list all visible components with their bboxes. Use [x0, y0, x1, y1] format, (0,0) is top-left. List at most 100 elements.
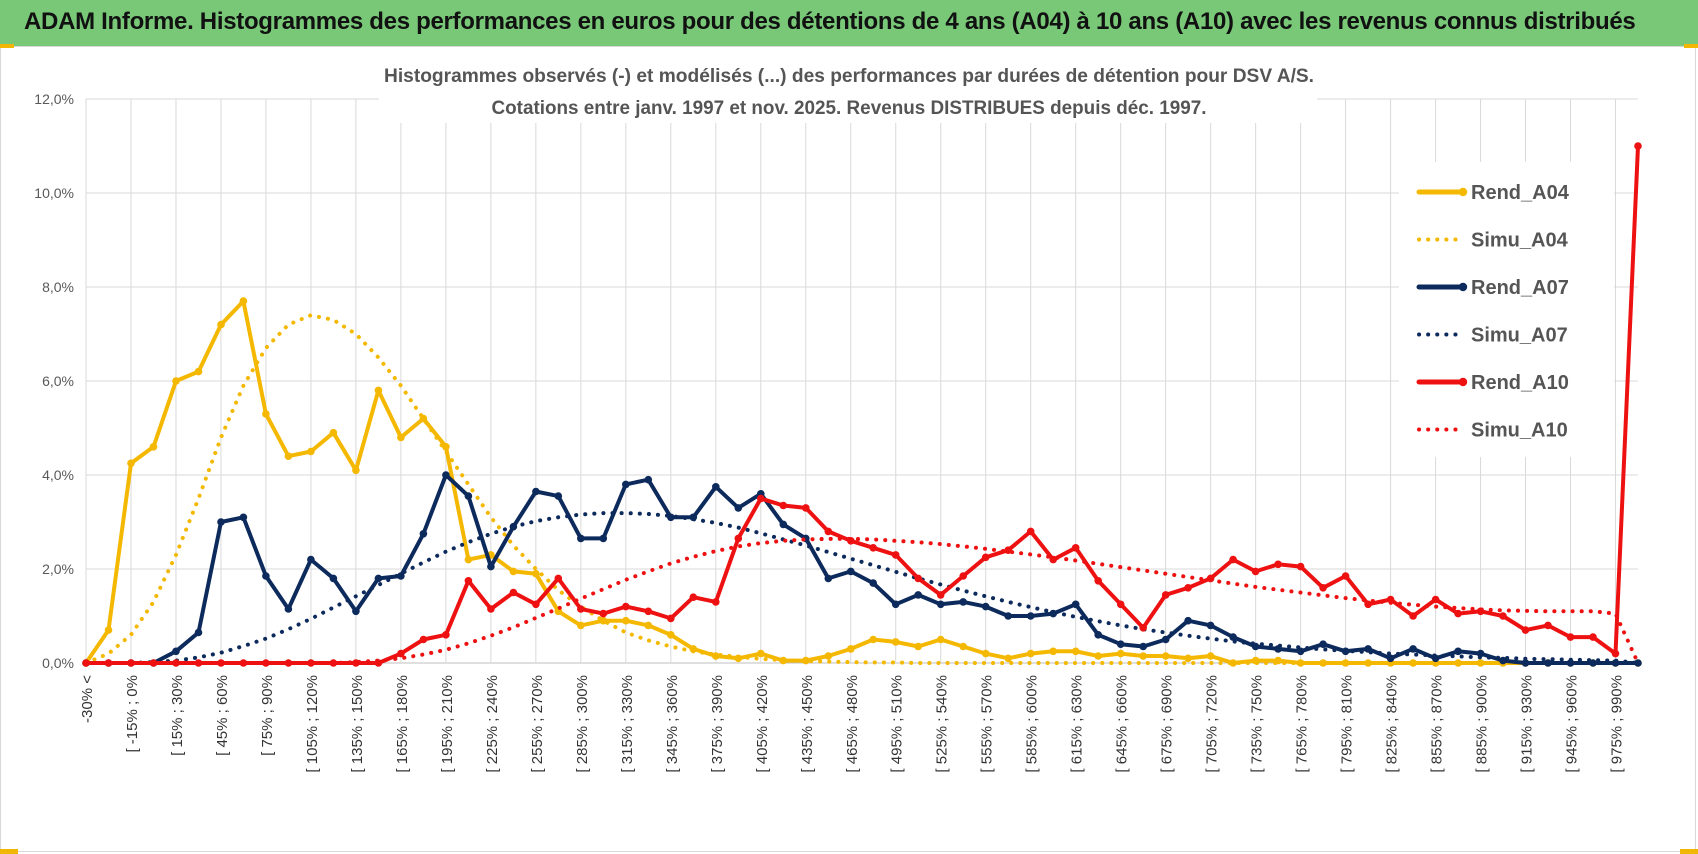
data-point [1386, 595, 1395, 604]
data-point [1229, 555, 1237, 564]
data-point [891, 638, 900, 646]
data-point [307, 447, 315, 456]
x-tick-label: -30% < [79, 675, 96, 723]
data-point [1476, 659, 1485, 667]
x-tick-label: [ 105% ; 120% [304, 675, 321, 773]
legend-label: Rend_A04 [1471, 182, 1570, 204]
data-point [397, 649, 405, 658]
banner-title: ADAM Informe. Histogrammes des performan… [24, 8, 1636, 35]
data-point [1566, 659, 1575, 667]
data-point [352, 607, 360, 616]
data-point [194, 628, 203, 637]
data-point [734, 534, 743, 543]
y-tick-label: 4,0% [42, 467, 74, 483]
corner-marker [1684, 44, 1698, 48]
chart-frame: 0,0% 2,0% 4,0% 6,0% 8,0% 10,0% 12,0% -30% < [ -1… [0, 46, 1696, 852]
data-point [802, 656, 810, 665]
x-tick-label: [ 915% ; 930% [1519, 675, 1536, 773]
data-point [869, 635, 877, 644]
x-tick-label: [ 345% ; 360% [664, 675, 681, 773]
data-point [936, 600, 945, 609]
x-tick-label: [ 855% ; 870% [1429, 675, 1446, 773]
x-tick-label: [ 615% ; 630% [1069, 675, 1086, 773]
data-point [622, 616, 630, 625]
data-point [667, 631, 675, 639]
data-point [1139, 642, 1147, 651]
data-point [824, 652, 833, 660]
data-point [1004, 654, 1012, 663]
chart-title-line2: Cotations entre janv. 1997 et nov. 2025.… [492, 98, 1207, 119]
data-point [1071, 647, 1080, 656]
x-tick-label: [ 255% ; 270% [529, 675, 546, 773]
data-point [1004, 612, 1012, 620]
data-point [554, 492, 563, 500]
data-point [734, 504, 743, 512]
data-point [891, 551, 900, 559]
data-point [847, 645, 855, 653]
grid [85, 98, 1638, 664]
series-Rend_A04 [82, 297, 1642, 667]
data-point [1589, 633, 1597, 641]
data-point [419, 530, 428, 538]
data-point [442, 631, 450, 639]
data-point [239, 513, 248, 522]
x-tick-label: [ 555% ; 570% [979, 675, 996, 773]
data-point [1049, 555, 1057, 564]
data-point [757, 494, 765, 503]
data-point [577, 605, 585, 613]
data-point [509, 567, 518, 576]
x-tick-label: [ 765% ; 780% [1294, 675, 1311, 773]
data-point [1319, 584, 1327, 592]
x-tick-label: [ 435% ; 450% [799, 675, 816, 773]
data-point [1116, 600, 1125, 609]
data-point [577, 621, 585, 630]
data-point [397, 433, 405, 442]
x-tick-label: [ 375% ; 390% [709, 675, 726, 773]
data-point [1139, 652, 1147, 660]
data-point [194, 659, 203, 667]
data-point [1386, 654, 1395, 663]
data-point [712, 652, 720, 660]
data-point [689, 593, 698, 601]
data-point [1499, 612, 1507, 620]
data-point [644, 621, 653, 630]
x-tick-label: [ 495% ; 510% [889, 675, 906, 773]
data-point [599, 534, 608, 543]
y-tick-label: 8,0% [42, 279, 74, 295]
data-point [914, 591, 922, 599]
x-tick-label: [ 735% ; 750% [1249, 675, 1266, 773]
data-point [464, 577, 473, 585]
data-point [1206, 621, 1215, 630]
data-point [532, 569, 540, 578]
y-tick-label: 2,0% [42, 561, 74, 577]
x-tick-label: [ 825% ; 840% [1384, 675, 1401, 773]
data-point [914, 574, 922, 583]
x-tick-label: [ 525% ; 540% [934, 675, 951, 773]
data-point [644, 475, 653, 484]
data-point [1184, 616, 1192, 625]
histogram-chart: 0,0% 2,0% 4,0% 6,0% 8,0% 10,0% 12,0% -30% < [ -1… [34, 61, 1642, 773]
x-tick-label: [ 405% ; 420% [754, 675, 771, 773]
chart-title-background [379, 61, 1317, 123]
legend-marker [1458, 187, 1468, 197]
x-tick-label: [ 945% ; 960% [1564, 675, 1581, 773]
data-point [824, 527, 833, 536]
x-tick-label: [ 675% ; 690% [1159, 675, 1176, 773]
x-tick-label: [ 195% ; 210% [439, 675, 456, 773]
data-point [262, 572, 270, 580]
data-point [1206, 652, 1215, 660]
series-line-Rend_A10 [84, 144, 1640, 665]
data-point [981, 649, 990, 658]
data-point [149, 443, 158, 451]
data-point [712, 598, 720, 606]
data-point [1094, 631, 1102, 639]
corner-marker [0, 44, 14, 48]
data-point [1409, 612, 1417, 620]
series-line-Simu_A07 [84, 511, 1640, 665]
data-point [1049, 647, 1057, 656]
data-point [239, 297, 248, 305]
data-point [172, 647, 180, 656]
data-point [1431, 595, 1440, 604]
data-point [959, 642, 967, 651]
data-point [194, 367, 203, 376]
